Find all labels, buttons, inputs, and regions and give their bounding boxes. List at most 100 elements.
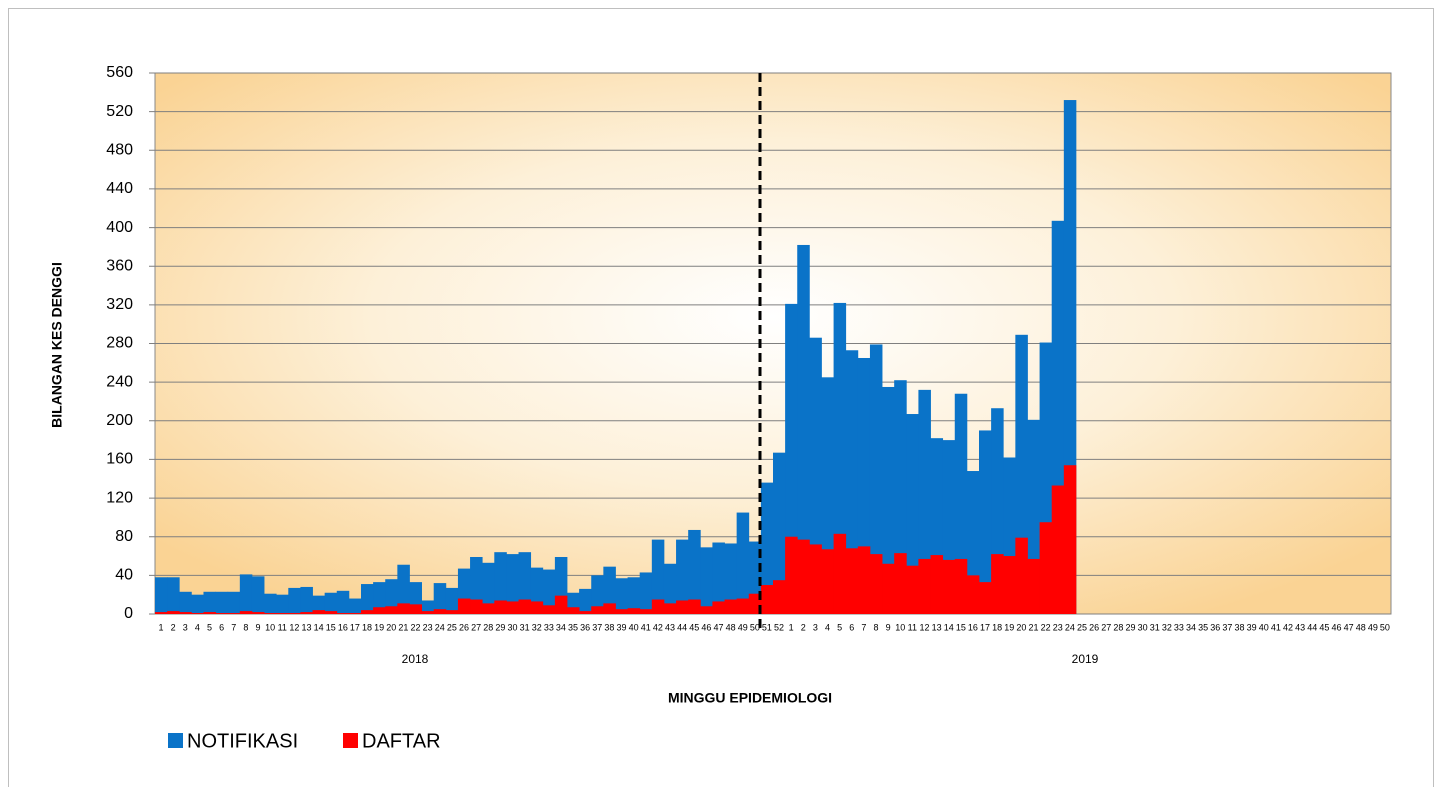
x-tick-label: 35: [1198, 622, 1208, 632]
bar: [1015, 537, 1028, 614]
bar: [336, 613, 350, 614]
bar: [470, 599, 483, 614]
x-tick-label: 29: [1125, 622, 1135, 632]
bar: [579, 588, 592, 614]
x-tick-label: 21: [398, 622, 408, 632]
legend-label: DAFTAR: [362, 730, 441, 752]
bar: [203, 612, 216, 614]
x-tick-label: 20: [386, 622, 396, 632]
x-tick-label: 20: [1016, 622, 1026, 632]
x-tick-label: 41: [641, 622, 651, 632]
x-tick-label: 8: [873, 622, 878, 632]
bar: [179, 591, 192, 614]
y-tick-label: 520: [106, 103, 133, 120]
bar: [724, 543, 738, 614]
y-axis-title: BILANGAN KES DENGGI: [49, 262, 65, 428]
bar: [385, 579, 398, 614]
x-tick-label: 32: [532, 622, 542, 632]
x-tick-label: 34: [1186, 622, 1196, 632]
bar: [906, 565, 919, 614]
x-tick-label: 19: [1004, 622, 1014, 632]
y-tick-label: 40: [115, 567, 133, 584]
bar: [1063, 465, 1077, 614]
bar: [300, 612, 313, 614]
bar: [155, 612, 168, 614]
bar: [361, 584, 374, 614]
x-tick-label: 22: [411, 622, 421, 632]
x-tick-label: 13: [932, 622, 942, 632]
bar: [227, 591, 241, 614]
bar: [688, 599, 701, 614]
bar: [785, 536, 798, 614]
x-tick-label: 46: [1331, 622, 1341, 632]
bar: [736, 598, 750, 614]
x-tick-label: 21: [1029, 622, 1039, 632]
x-tick-label: 44: [677, 622, 687, 632]
x-tick-label: 41: [1271, 622, 1281, 632]
y-tick-label: 280: [106, 335, 133, 352]
x-tick-label: 48: [726, 622, 736, 632]
bar: [179, 612, 192, 614]
x-tick-label: 3: [813, 622, 818, 632]
bar: [324, 611, 338, 614]
bar: [651, 539, 665, 614]
bar: [627, 608, 641, 614]
bar: [421, 600, 435, 614]
bar: [264, 613, 277, 614]
bar: [603, 566, 616, 614]
bar: [918, 558, 931, 614]
bar: [736, 512, 750, 614]
x-tick-label: 1: [789, 622, 794, 632]
bar: [809, 544, 822, 614]
bar: [882, 563, 895, 614]
x-tick-label: 35: [568, 622, 578, 632]
x-tick-label: 45: [689, 622, 699, 632]
x-tick-label: 9: [886, 622, 891, 632]
x-tick-label: 28: [483, 622, 493, 632]
bar: [373, 582, 386, 614]
bar: [857, 546, 871, 614]
bar: [542, 605, 556, 614]
x-tick-label: 45: [1319, 622, 1329, 632]
x-tick-label: 29: [495, 622, 505, 632]
bar: [615, 609, 628, 614]
bar: [215, 613, 229, 614]
bar: [676, 539, 689, 614]
bar: [530, 601, 544, 614]
bar: [591, 575, 604, 614]
x-tick-label: 12: [289, 622, 299, 632]
bar: [603, 603, 616, 614]
bar: [518, 552, 532, 614]
x-tick-label: 9: [255, 622, 260, 632]
x-tick-label: 30: [1138, 622, 1148, 632]
x-tick-label: 52: [774, 622, 784, 632]
x-tick-label: 23: [1053, 622, 1063, 632]
bar: [300, 586, 313, 614]
y-tick-label: 320: [106, 296, 133, 313]
bar: [445, 610, 459, 614]
y-tick-label: 400: [106, 219, 133, 236]
x-tick-label: 24: [435, 622, 445, 632]
bar: [954, 558, 968, 614]
x-tick-label: 14: [944, 622, 954, 632]
x-tick-label: 11: [908, 622, 917, 632]
x-tick-label: 39: [1247, 622, 1257, 632]
x-tick-label: 47: [1344, 622, 1354, 632]
x-tick-label: 26: [1089, 622, 1099, 632]
bar: [760, 585, 774, 614]
bar: [348, 598, 362, 614]
bar: [348, 613, 362, 614]
x-tick-label: 15: [326, 622, 336, 632]
x-tick-label: 50: [750, 622, 760, 632]
bar: [1003, 556, 1016, 614]
bar: [663, 603, 677, 614]
bar: [712, 542, 725, 614]
x-tick-label: 36: [580, 622, 590, 632]
x-tick-label: 43: [1295, 622, 1305, 632]
bar: [688, 529, 701, 614]
y-tick-label: 120: [106, 489, 133, 506]
bar: [506, 554, 519, 614]
x-tick-label: 36: [1210, 622, 1220, 632]
bar: [251, 612, 265, 614]
